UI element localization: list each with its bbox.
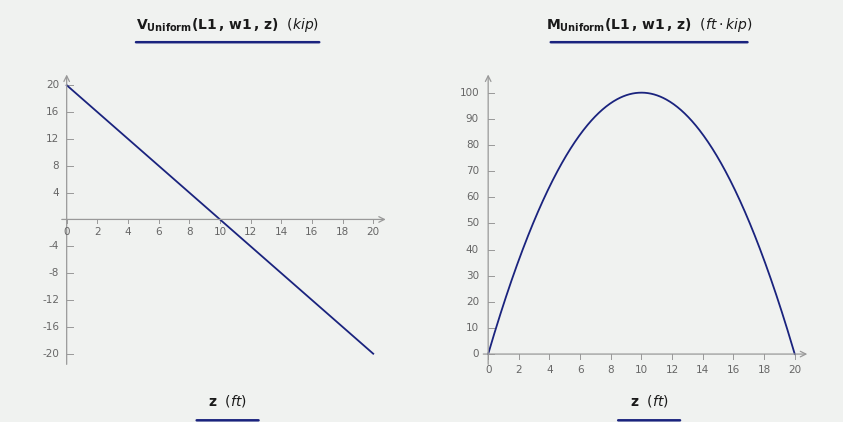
Text: -4: -4 bbox=[49, 241, 59, 251]
Text: -20: -20 bbox=[42, 349, 59, 359]
Text: 14: 14 bbox=[275, 227, 287, 238]
Text: 10: 10 bbox=[213, 227, 227, 238]
Text: 2: 2 bbox=[94, 227, 100, 238]
Text: 20: 20 bbox=[466, 297, 479, 307]
Text: 4: 4 bbox=[52, 188, 59, 197]
Text: 8: 8 bbox=[186, 227, 192, 238]
Text: 12: 12 bbox=[244, 227, 257, 238]
Text: 20: 20 bbox=[788, 365, 802, 375]
Text: 0: 0 bbox=[472, 349, 479, 359]
Text: 16: 16 bbox=[46, 107, 59, 117]
Text: 16: 16 bbox=[727, 365, 740, 375]
Text: -16: -16 bbox=[42, 322, 59, 332]
Text: -12: -12 bbox=[42, 295, 59, 305]
Text: 10: 10 bbox=[635, 365, 648, 375]
Text: 8: 8 bbox=[608, 365, 614, 375]
Text: 4: 4 bbox=[125, 227, 132, 238]
Text: $\mathbf{M}_{\rm\mathbf{Uniform}}$$\mathbf{(L1\,,\,w1\,,\,z)}$  $(\mathit{ft \cd: $\mathbf{M}_{\rm\mathbf{Uniform}}$$\math… bbox=[546, 16, 752, 34]
Text: 8: 8 bbox=[52, 161, 59, 171]
Text: 4: 4 bbox=[546, 365, 553, 375]
Text: 10: 10 bbox=[466, 323, 479, 333]
Text: 30: 30 bbox=[466, 271, 479, 281]
Text: 6: 6 bbox=[577, 365, 583, 375]
Text: 90: 90 bbox=[466, 114, 479, 124]
Text: 12: 12 bbox=[665, 365, 679, 375]
Text: 18: 18 bbox=[336, 227, 349, 238]
Text: 6: 6 bbox=[155, 227, 162, 238]
Text: 70: 70 bbox=[466, 166, 479, 176]
Text: 80: 80 bbox=[466, 140, 479, 150]
Text: 40: 40 bbox=[466, 244, 479, 254]
Text: $\mathbf{z}$  $(\mathit{ft})$: $\mathbf{z}$ $(\mathit{ft})$ bbox=[208, 393, 247, 409]
Text: 2: 2 bbox=[516, 365, 522, 375]
Text: 16: 16 bbox=[305, 227, 319, 238]
Text: $\mathbf{z}$  $(\mathit{ft})$: $\mathbf{z}$ $(\mathit{ft})$ bbox=[630, 393, 668, 409]
Text: -8: -8 bbox=[49, 268, 59, 278]
Text: 50: 50 bbox=[466, 218, 479, 228]
Text: $\mathbf{V}_{\rm\mathbf{Uniform}}$$\mathbf{(L1\,,\,w1\,,\,z)}$  $(\mathit{kip})$: $\mathbf{V}_{\rm\mathbf{Uniform}}$$\math… bbox=[136, 16, 319, 34]
Text: 0: 0 bbox=[485, 365, 491, 375]
Text: 60: 60 bbox=[466, 192, 479, 202]
Text: 14: 14 bbox=[696, 365, 709, 375]
Text: 100: 100 bbox=[459, 88, 479, 97]
Text: 18: 18 bbox=[758, 365, 771, 375]
Text: 20: 20 bbox=[46, 80, 59, 90]
Text: 20: 20 bbox=[367, 227, 380, 238]
Text: 0: 0 bbox=[63, 227, 70, 238]
Text: 12: 12 bbox=[46, 134, 59, 144]
